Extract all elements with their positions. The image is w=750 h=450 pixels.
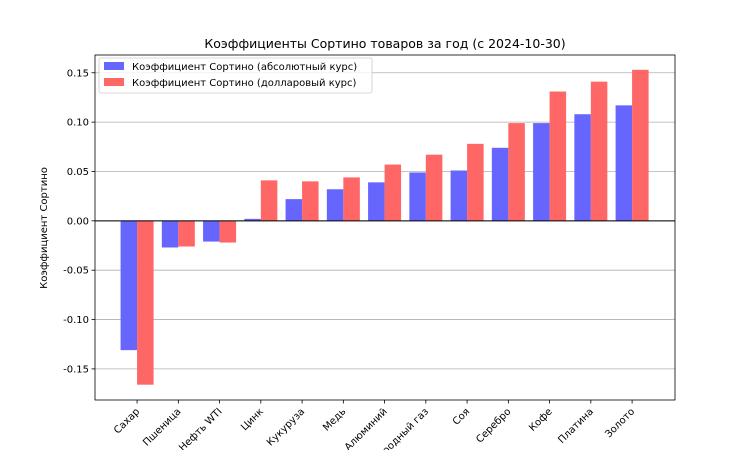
x-tick-label: Сахар (112, 406, 142, 436)
chart-title: Коэффициенты Сортино товаров за год (с 2… (204, 36, 565, 51)
bar-dollar-9 (508, 123, 525, 221)
bar-dollar-4 (302, 181, 319, 221)
bar-dollar-3 (260, 180, 278, 221)
x-tick-label: Медь (321, 406, 348, 433)
bar-absolute-7 (409, 172, 426, 221)
bar-absolute-12 (615, 105, 633, 221)
bar-absolute-5 (326, 189, 344, 221)
x-tick-label: Кукуруза (265, 406, 307, 448)
x-tick-label: Пшеница (141, 406, 183, 448)
bar-dollar-12 (632, 69, 649, 221)
legend-label: Коэффициент Сортино (абсолютный курс) (132, 62, 357, 73)
bar-absolute-10 (533, 123, 550, 221)
bar-absolute-11 (574, 114, 591, 221)
plot-frame (94, 54, 676, 401)
bar-absolute-8 (450, 170, 468, 221)
bar-dollar-2 (219, 220, 237, 243)
bar-dollar-0 (137, 220, 154, 385)
y-tick-label: -0.15 (63, 364, 89, 375)
bar-absolute-0 (120, 220, 138, 351)
x-tick-label: Кофе (527, 406, 555, 434)
bar-dollar-8 (467, 143, 484, 221)
bar-dollar-5 (343, 177, 360, 221)
bar-absolute-6 (368, 182, 385, 221)
y-tick-label: 0.00 (67, 216, 89, 227)
bar-absolute-1 (161, 220, 179, 248)
x-tick-label: Серебро (474, 406, 513, 445)
y-tick-label: -0.10 (63, 315, 89, 326)
bar-absolute-2 (203, 220, 220, 242)
bar-absolute-4 (285, 199, 303, 221)
x-tick-label: Платина (556, 406, 596, 446)
bar-dollar-10 (549, 91, 567, 221)
x-tick-label: Цинк (239, 406, 266, 433)
y-tick-label: 0.10 (67, 118, 89, 129)
legend: Коэффициент Сортино (абсолютный курс) Коэ… (98, 57, 373, 94)
legend-swatch (104, 62, 124, 70)
x-tick-label: Соя (451, 406, 472, 427)
y-tick-label: -0.05 (63, 266, 89, 277)
bar-dollar-11 (590, 81, 608, 221)
x-tick-label: Золото (603, 406, 637, 440)
y-tick-label: 0.05 (67, 167, 89, 178)
bar-absolute-3 (244, 218, 261, 221)
legend-label: Коэффициент Сортино (долларовый курс) (132, 78, 356, 89)
bar-dollar-6 (384, 164, 402, 221)
legend-box (98, 57, 373, 94)
bar-dollar-1 (178, 220, 195, 247)
bar-absolute-9 (491, 147, 509, 221)
x-tick-label: Нефть WTI (177, 406, 224, 450)
y-tick-label: 0.15 (67, 68, 89, 79)
x-tick-label: Алюминий (343, 406, 390, 450)
legend-swatch (104, 78, 124, 86)
y-axis-label: Коэффициент Сортино (39, 167, 50, 289)
bar-dollar-7 (425, 154, 443, 221)
